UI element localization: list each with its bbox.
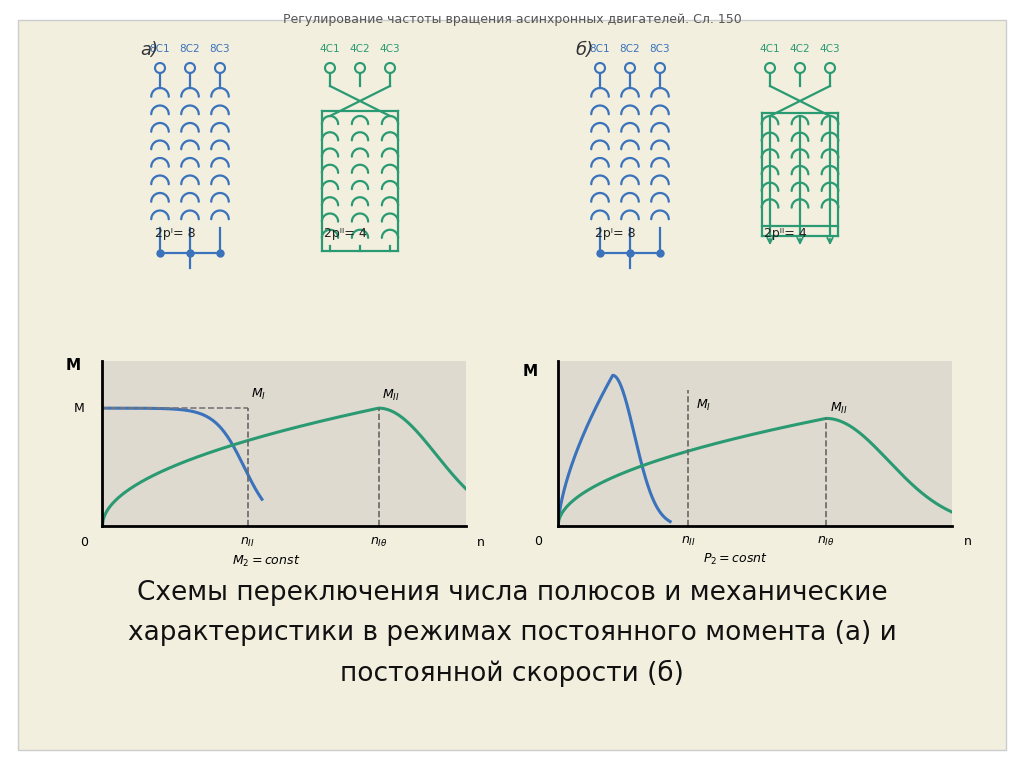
- Text: $P_2=cosnt$: $P_2=cosnt$: [702, 552, 768, 567]
- Text: n: n: [965, 535, 972, 548]
- Text: 0: 0: [80, 535, 88, 548]
- Text: 4C2: 4C2: [790, 44, 810, 54]
- Text: характеристики в режимах постоянного момента (а) и: характеристики в режимах постоянного мом…: [128, 620, 896, 646]
- Text: $n_{Iθ}$: $n_{Iθ}$: [370, 535, 387, 548]
- Text: $M_2=const$: $M_2=const$: [231, 554, 300, 570]
- Text: 8C1: 8C1: [150, 44, 170, 54]
- Text: $M_I$: $M_I$: [252, 387, 266, 402]
- Text: $M_{II}$: $M_{II}$: [382, 389, 400, 403]
- Text: 4C3: 4C3: [380, 44, 400, 54]
- Text: $n_{II}$: $n_{II}$: [681, 535, 695, 548]
- Text: 4C1: 4C1: [319, 44, 340, 54]
- Text: 8C2: 8C2: [620, 44, 640, 54]
- Text: 4C1: 4C1: [760, 44, 780, 54]
- Text: $M_{II}$: $M_{II}$: [830, 400, 848, 415]
- Text: 8C1: 8C1: [590, 44, 610, 54]
- Text: 4C3: 4C3: [819, 44, 841, 54]
- Text: M: M: [523, 363, 538, 379]
- Text: $n_{II}$: $n_{II}$: [241, 535, 255, 548]
- Text: 2pᴵ= 8: 2pᴵ= 8: [595, 227, 635, 240]
- Text: 2pᴵᴵ= 4: 2pᴵᴵ= 4: [324, 227, 367, 240]
- Text: Регулирование частоты вращения асинхронных двигателей. Сл. 150: Регулирование частоты вращения асинхронн…: [283, 14, 741, 27]
- Text: 2pᴵᴵ= 4: 2pᴵᴵ= 4: [764, 227, 806, 240]
- Text: M: M: [74, 402, 84, 415]
- Text: 2pᴵ= 8: 2pᴵ= 8: [155, 227, 196, 240]
- Text: 8C2: 8C2: [179, 44, 201, 54]
- Text: M: M: [66, 358, 81, 373]
- Text: $n_{Iθ}$: $n_{Iθ}$: [817, 535, 835, 548]
- Text: Схемы переключения числа полюсов и механические: Схемы переключения числа полюсов и механ…: [136, 580, 888, 606]
- Text: n: n: [476, 535, 484, 548]
- Text: постоянной скорости (б): постоянной скорости (б): [340, 660, 684, 687]
- Text: а): а): [140, 41, 158, 59]
- Text: 0: 0: [535, 535, 543, 548]
- Text: б): б): [575, 41, 593, 59]
- Text: 4C2: 4C2: [349, 44, 371, 54]
- Text: $M_I$: $M_I$: [696, 398, 712, 412]
- Text: 8C3: 8C3: [210, 44, 230, 54]
- Text: 8C3: 8C3: [649, 44, 671, 54]
